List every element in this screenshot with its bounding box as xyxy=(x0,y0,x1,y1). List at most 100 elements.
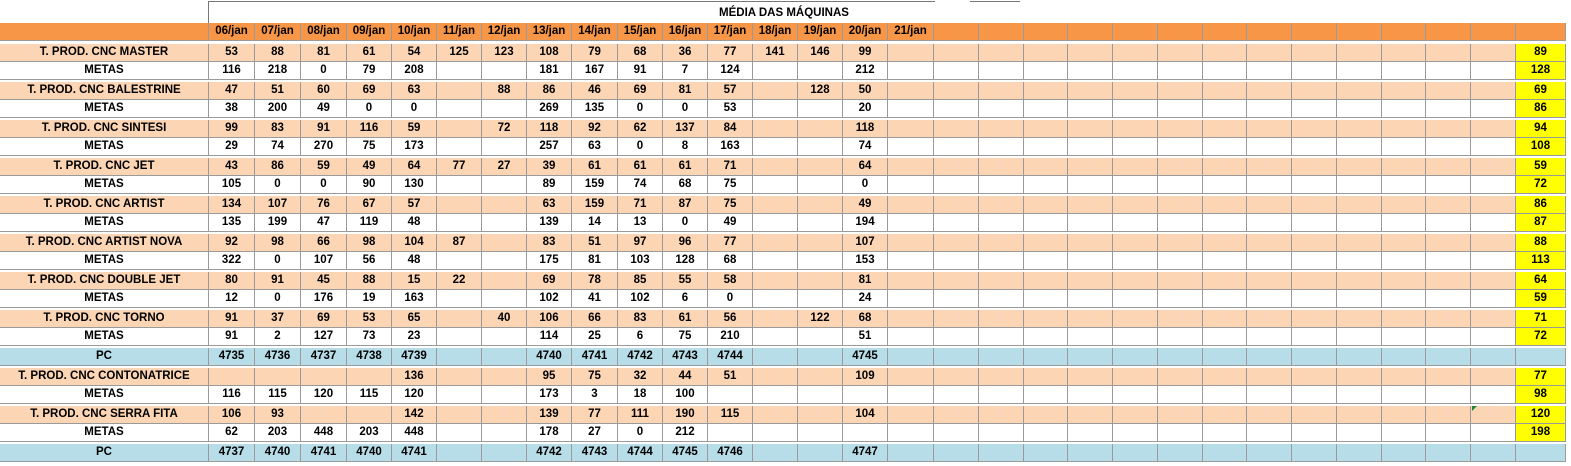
data-cell[interactable]: 212 xyxy=(843,62,888,80)
data-cell[interactable] xyxy=(1203,214,1247,232)
data-cell[interactable]: 4744 xyxy=(708,348,753,366)
metas-row-label[interactable]: METAS xyxy=(0,214,209,232)
data-cell[interactable]: 123 xyxy=(482,44,527,62)
data-cell[interactable]: 0 xyxy=(1471,234,1516,252)
data-cell[interactable]: 0 xyxy=(1068,82,1113,100)
data-cell[interactable] xyxy=(888,252,934,270)
average-cell[interactable]: 198 xyxy=(1516,424,1566,442)
data-cell[interactable]: 124 xyxy=(708,62,753,80)
data-cell[interactable]: 0 xyxy=(1024,368,1068,386)
data-cell[interactable] xyxy=(1203,176,1247,194)
data-cell[interactable] xyxy=(753,328,798,346)
data-cell[interactable]: 85 xyxy=(618,272,663,290)
data-cell[interactable]: 127 xyxy=(301,328,347,346)
data-cell[interactable] xyxy=(934,214,979,232)
metas-row-label[interactable]: METAS xyxy=(0,328,209,346)
data-cell[interactable] xyxy=(888,444,934,462)
data-cell[interactable]: 218 xyxy=(255,62,301,80)
data-cell[interactable]: 74 xyxy=(255,138,301,156)
data-cell[interactable] xyxy=(979,138,1024,156)
data-cell[interactable]: 75 xyxy=(708,196,753,214)
data-cell[interactable]: 0 xyxy=(209,368,255,386)
data-cell[interactable]: 0 xyxy=(1382,158,1426,176)
data-cell[interactable]: 60 xyxy=(301,82,347,100)
data-cell[interactable] xyxy=(1068,252,1113,270)
data-cell[interactable] xyxy=(1068,62,1113,80)
data-cell[interactable]: 63 xyxy=(527,196,572,214)
data-cell[interactable] xyxy=(1382,328,1426,346)
data-cell[interactable]: 0 xyxy=(482,196,527,214)
data-cell[interactable]: 111 xyxy=(618,406,663,424)
data-cell[interactable] xyxy=(1382,100,1426,118)
data-cell[interactable]: 128 xyxy=(798,82,843,100)
data-cell[interactable] xyxy=(1292,444,1337,462)
average-cell[interactable]: 59 xyxy=(1516,290,1566,308)
data-cell[interactable]: 4742 xyxy=(527,444,572,462)
data-cell[interactable]: 173 xyxy=(527,386,572,404)
data-cell[interactable]: 0 xyxy=(708,290,753,308)
data-cell[interactable]: 69 xyxy=(618,82,663,100)
data-cell[interactable]: 203 xyxy=(255,424,301,442)
data-cell[interactable]: 0 xyxy=(979,196,1024,214)
data-cell[interactable]: 0 xyxy=(979,158,1024,176)
data-cell[interactable]: 73 xyxy=(347,328,392,346)
data-cell[interactable] xyxy=(1158,252,1203,270)
data-cell[interactable] xyxy=(888,44,934,62)
data-cell[interactable]: 135 xyxy=(572,100,618,118)
data-cell[interactable]: 0 xyxy=(1382,406,1426,424)
data-cell[interactable]: 0 xyxy=(437,196,482,214)
data-cell[interactable] xyxy=(482,100,527,118)
data-cell[interactable]: 0 xyxy=(1024,120,1068,138)
data-cell[interactable] xyxy=(1337,100,1382,118)
data-cell[interactable] xyxy=(1158,444,1203,462)
data-cell[interactable]: 0 xyxy=(301,368,347,386)
data-cell[interactable]: 0 xyxy=(255,368,301,386)
data-cell[interactable] xyxy=(934,290,979,308)
data-cell[interactable] xyxy=(437,348,482,366)
data-cell[interactable]: 54 xyxy=(392,44,437,62)
data-cell[interactable] xyxy=(888,120,934,138)
average-cell[interactable]: 89 xyxy=(1516,44,1566,62)
data-cell[interactable] xyxy=(798,444,843,462)
data-cell[interactable] xyxy=(1382,444,1426,462)
data-cell[interactable] xyxy=(888,386,934,404)
data-cell[interactable] xyxy=(482,290,527,308)
data-cell[interactable] xyxy=(1068,100,1113,118)
data-cell[interactable] xyxy=(482,424,527,442)
average-cell[interactable]: 87 xyxy=(1516,214,1566,232)
pc-row-label[interactable]: PC xyxy=(0,348,209,366)
data-cell[interactable]: 159 xyxy=(572,176,618,194)
data-cell[interactable]: 43 xyxy=(209,158,255,176)
data-cell[interactable] xyxy=(1247,44,1292,62)
data-cell[interactable] xyxy=(482,176,527,194)
machine-row-label[interactable]: T. PROD. CNC ARTIST NOVA xyxy=(0,234,209,252)
data-cell[interactable] xyxy=(1158,62,1203,80)
data-cell[interactable] xyxy=(1113,44,1158,62)
data-cell[interactable]: 14 xyxy=(572,214,618,232)
data-cell[interactable]: 87 xyxy=(437,234,482,252)
data-cell[interactable] xyxy=(934,44,979,62)
data-cell[interactable]: 0 xyxy=(1292,310,1337,328)
data-cell[interactable]: 0 xyxy=(1247,82,1292,100)
data-cell[interactable]: 0 xyxy=(437,310,482,328)
machine-row-label[interactable]: T. PROD. CNC SINTESI xyxy=(0,120,209,138)
data-cell[interactable] xyxy=(798,252,843,270)
machine-row-label[interactable]: T. PROD. CNC TORNO xyxy=(0,310,209,328)
metas-row-label[interactable]: METAS xyxy=(0,290,209,308)
data-cell[interactable] xyxy=(1158,214,1203,232)
data-cell[interactable]: 72 xyxy=(482,120,527,138)
data-cell[interactable]: 41 xyxy=(572,290,618,308)
data-cell[interactable] xyxy=(798,62,843,80)
data-cell[interactable]: 53 xyxy=(209,44,255,62)
data-cell[interactable]: 103 xyxy=(618,252,663,270)
data-cell[interactable]: 130 xyxy=(392,176,437,194)
data-cell[interactable] xyxy=(1158,290,1203,308)
data-cell[interactable] xyxy=(888,196,934,214)
data-cell[interactable]: 0 xyxy=(301,406,347,424)
data-cell[interactable]: 49 xyxy=(347,158,392,176)
data-cell[interactable]: 99 xyxy=(843,44,888,62)
data-cell[interactable]: 99 xyxy=(209,120,255,138)
data-cell[interactable]: 102 xyxy=(618,290,663,308)
data-cell[interactable] xyxy=(1337,62,1382,80)
data-cell[interactable]: 69 xyxy=(301,310,347,328)
